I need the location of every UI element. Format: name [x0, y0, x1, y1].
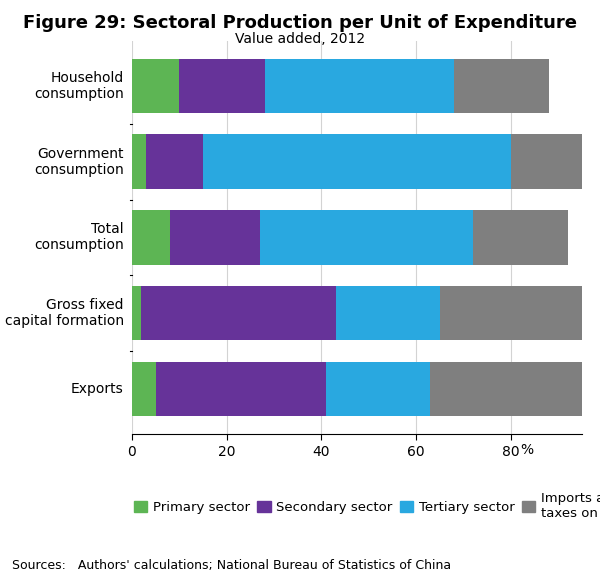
Bar — [132, 134, 146, 189]
Bar — [170, 210, 260, 265]
Bar — [132, 210, 170, 265]
Bar — [146, 134, 203, 189]
Text: Sources:   Authors' calculations; National Bureau of Statistics of China: Sources: Authors' calculations; National… — [12, 559, 451, 572]
Text: %: % — [520, 444, 533, 457]
Bar — [326, 361, 430, 416]
Text: Figure 29: Sectoral Production per Unit of Expenditure: Figure 29: Sectoral Production per Unit … — [23, 14, 577, 32]
Bar — [260, 210, 473, 265]
Legend: Primary sector, Secondary sector, Tertiary sector, Imports and net
taxes on prod: Primary sector, Secondary sector, Tertia… — [134, 492, 600, 520]
Text: Value added, 2012: Value added, 2012 — [235, 32, 365, 46]
Bar — [335, 286, 440, 340]
Bar — [511, 134, 582, 189]
Bar — [132, 361, 155, 416]
Bar — [132, 286, 142, 340]
Bar — [265, 58, 454, 113]
Bar — [142, 286, 335, 340]
Bar — [430, 361, 596, 416]
Bar — [203, 134, 511, 189]
Bar — [155, 361, 326, 416]
Bar — [440, 286, 582, 340]
Bar — [454, 58, 549, 113]
Bar — [179, 58, 265, 113]
Bar — [132, 58, 179, 113]
Bar — [473, 210, 568, 265]
